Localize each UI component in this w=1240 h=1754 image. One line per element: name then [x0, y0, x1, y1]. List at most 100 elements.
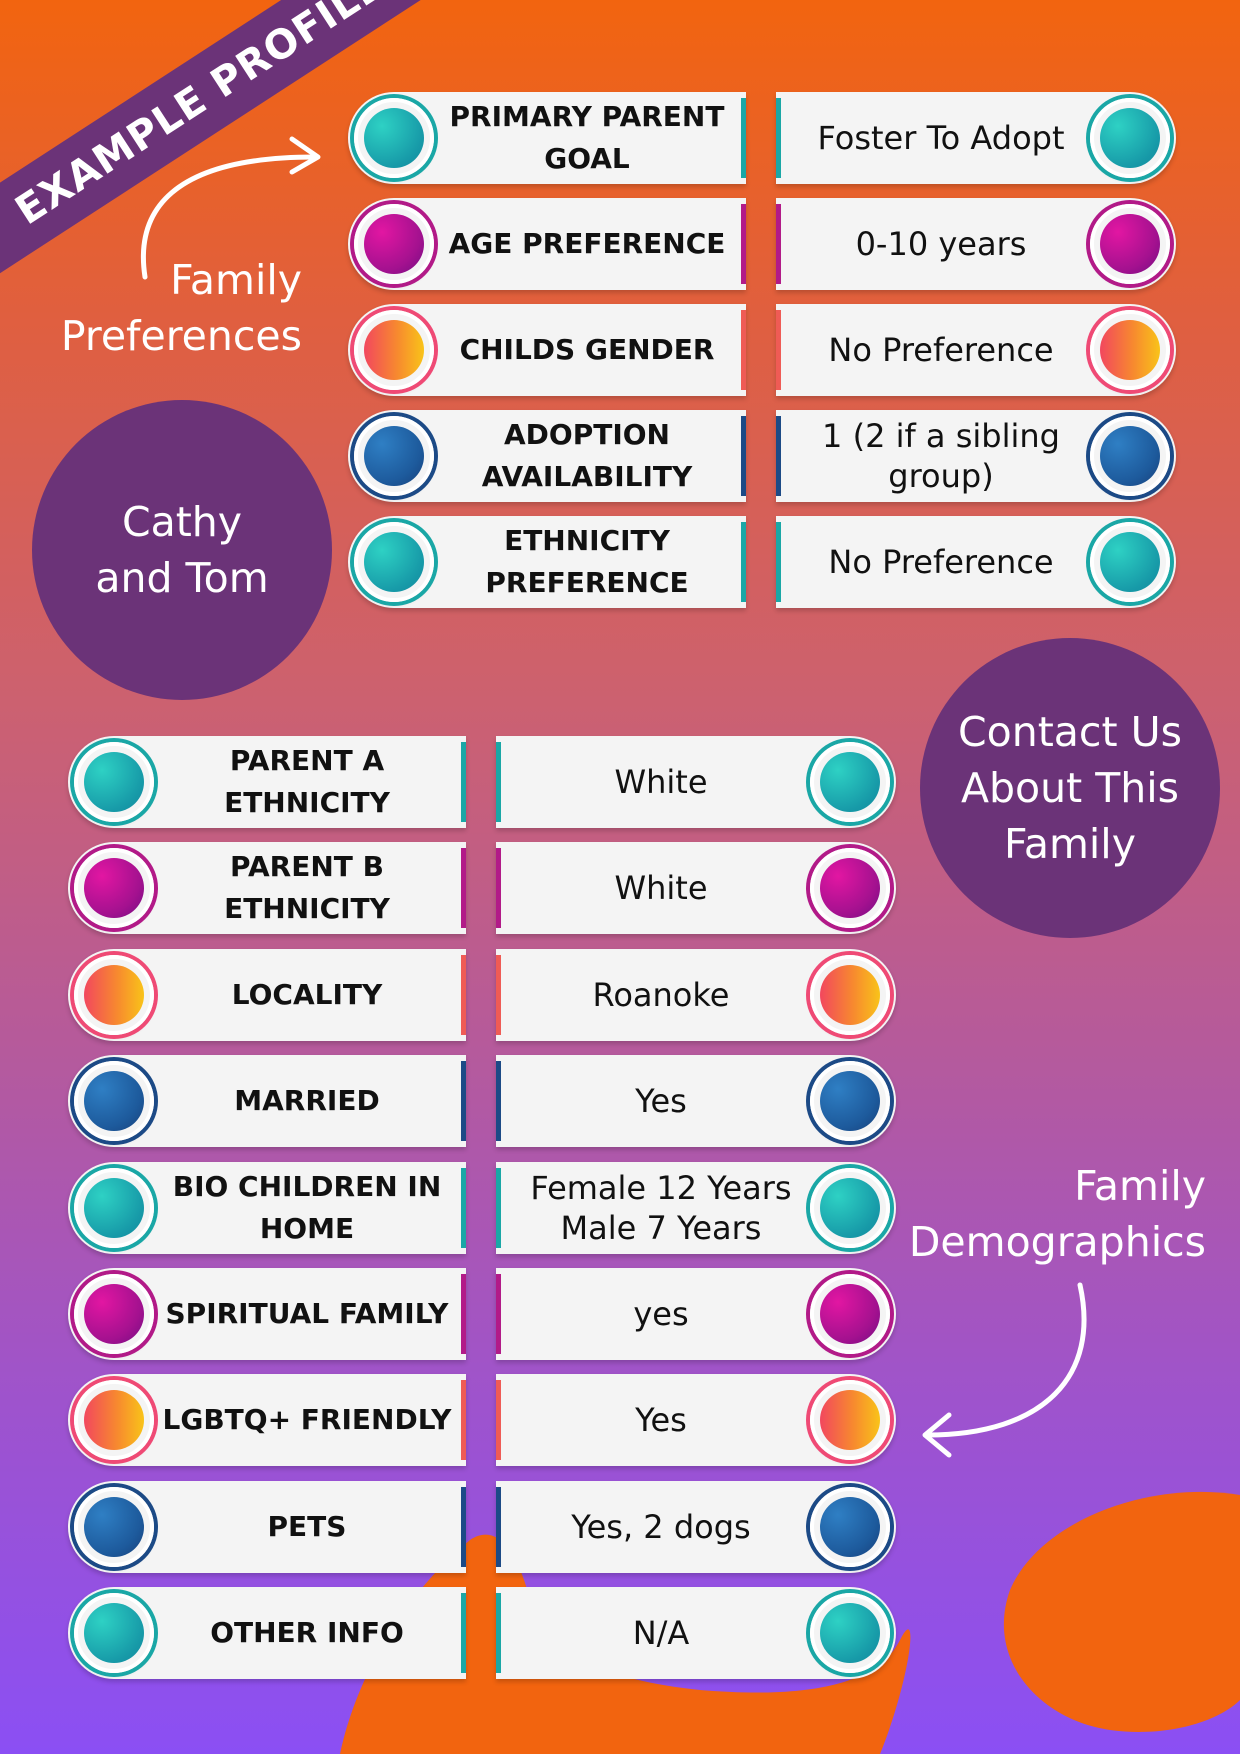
circle-icon	[74, 1486, 154, 1567]
row-label: SPIRITUAL FAMILY	[165, 1297, 449, 1330]
accent-stripe	[741, 204, 746, 284]
row-value-cell: White	[496, 842, 896, 935]
accent-stripe	[776, 522, 781, 602]
row-label-cell: PARENT B ETHNICITY	[68, 842, 466, 935]
demographic-row: PARENT A ETHNICITY White	[0, 736, 1240, 828]
accent-stripe	[496, 848, 501, 929]
family-demographics-label: Family Demographics	[908, 1162, 1206, 1266]
circle-icon	[810, 1167, 890, 1248]
contact-us-label: Contact Us About This Family	[958, 708, 1182, 868]
demographic-row: OTHER INFO N/A	[0, 1587, 1240, 1680]
row-value-cell: 1 (2 if a sibling group)	[776, 410, 1176, 502]
demographic-row: MARRIED Yes	[0, 1055, 1240, 1148]
circle-icon	[74, 848, 154, 929]
accent-stripe	[496, 1274, 501, 1354]
accent-stripe	[776, 310, 781, 390]
row-value-cell: Yes	[496, 1374, 896, 1467]
circle-icon	[810, 848, 890, 929]
family-name: Cathy and Tom	[95, 498, 269, 602]
row-label-cell: SPIRITUAL FAMILY	[68, 1268, 466, 1360]
row-value: 0-10 years	[855, 225, 1027, 263]
row-label-cell: LGBTQ+ FRIENDLY	[68, 1374, 466, 1467]
row-label: PRIMARY PARENT GOAL	[449, 100, 725, 175]
accent-stripe	[741, 522, 746, 602]
accent-stripe	[741, 310, 746, 390]
accent-stripe	[496, 1380, 501, 1461]
row-label: PARENT B ETHNICITY	[224, 850, 390, 926]
family-preferences-label: Family Preferences	[60, 256, 302, 360]
row-label: LOCALITY	[231, 977, 383, 1011]
row-value: No Preference	[828, 331, 1054, 369]
accent-stripe	[496, 1167, 501, 1248]
preference-row: CHILDS GENDER No Preference	[0, 304, 1240, 396]
row-value-cell: No Preference	[776, 304, 1176, 396]
demographic-row: SPIRITUAL FAMILY yes	[0, 1268, 1240, 1360]
circle-icon	[1090, 522, 1170, 602]
row-label-cell: AGE PREFERENCE	[348, 198, 746, 290]
circle-icon	[74, 1061, 154, 1142]
row-label-cell: MARRIED	[68, 1055, 466, 1148]
row-value-cell: Foster To Adopt	[776, 92, 1176, 184]
circle-icon	[74, 954, 154, 1035]
circle-icon	[1090, 310, 1170, 390]
accent-stripe	[461, 954, 466, 1035]
accent-stripe	[461, 1061, 466, 1142]
circle-icon	[1090, 98, 1170, 178]
row-label: PETS	[267, 1509, 347, 1543]
row-value: yes	[633, 1295, 689, 1333]
row-value: Yes	[635, 1401, 687, 1440]
circle-icon	[74, 1380, 154, 1461]
row-value-cell: Yes, 2 dogs	[496, 1480, 896, 1573]
accent-stripe	[461, 848, 466, 929]
circle-icon	[1090, 204, 1170, 284]
preference-row: PRIMARY PARENT GOAL Foster To Adopt	[0, 92, 1240, 184]
preference-row: ADOPTION AVAILABILITY 1 (2 if a sibling g…	[0, 410, 1240, 502]
row-label-cell: CHILDS GENDER	[348, 304, 746, 396]
accent-stripe	[461, 1486, 466, 1567]
circle-icon	[810, 1486, 890, 1567]
row-value-cell: Female 12 Years Male 7 Years	[496, 1161, 896, 1254]
row-label: PARENT A ETHNICITY	[224, 744, 390, 819]
preference-row: AGE PREFERENCE 0-10 years	[0, 198, 1240, 290]
demographic-row: LGBTQ+ FRIENDLY Yes	[0, 1374, 1240, 1467]
row-value: Roanoke	[592, 975, 730, 1014]
curved-arrow-icon	[922, 1282, 1087, 1458]
row-label: MARRIED	[234, 1084, 380, 1118]
row-value: No Preference	[828, 543, 1054, 581]
accent-stripe	[496, 954, 501, 1035]
demographic-row: LOCALITY Roanoke	[0, 948, 1240, 1041]
preference-row: ETHNICITY PREFERENCE No Preference	[0, 516, 1240, 608]
accent-stripe	[461, 1380, 466, 1461]
demographic-row: PARENT B ETHNICITY White	[0, 842, 1240, 935]
row-value-cell: White	[496, 736, 896, 828]
accent-stripe	[496, 1486, 501, 1567]
contact-us-button[interactable]: Contact Us About This Family	[920, 638, 1220, 938]
demographic-row: BIO CHILDREN IN HOME Female 12 Years Male…	[0, 1161, 1240, 1254]
row-label-cell: ADOPTION AVAILABILITY	[348, 410, 746, 502]
circle-icon	[354, 522, 434, 602]
accent-stripe	[496, 1593, 501, 1674]
row-value: White	[614, 763, 708, 801]
accent-stripe	[776, 416, 781, 496]
curved-arrow-icon	[140, 136, 321, 280]
family-name-circle: Cathy and Tom	[32, 400, 332, 700]
circle-icon	[810, 1593, 890, 1674]
circle-icon	[354, 98, 434, 178]
demographic-row: PETS Yes, 2 dogs	[0, 1480, 1240, 1573]
row-label-cell: LOCALITY	[68, 948, 466, 1041]
circle-icon	[354, 416, 434, 496]
row-label: OTHER INFO	[210, 1616, 404, 1650]
accent-stripe	[461, 1593, 466, 1674]
accent-stripe	[461, 742, 466, 822]
circle-icon	[810, 1380, 890, 1461]
row-label-cell: PARENT A ETHNICITY	[68, 736, 466, 828]
row-value: Yes, 2 dogs	[571, 1507, 751, 1546]
row-value-cell: N/A	[496, 1587, 896, 1680]
circle-icon	[810, 742, 890, 822]
row-value-cell: 0-10 years	[776, 198, 1176, 290]
row-value-cell: Yes	[496, 1055, 896, 1148]
circle-icon	[74, 1167, 154, 1248]
row-label: CHILDS GENDER	[459, 333, 715, 366]
row-label-cell: PRIMARY PARENT GOAL	[348, 92, 746, 184]
